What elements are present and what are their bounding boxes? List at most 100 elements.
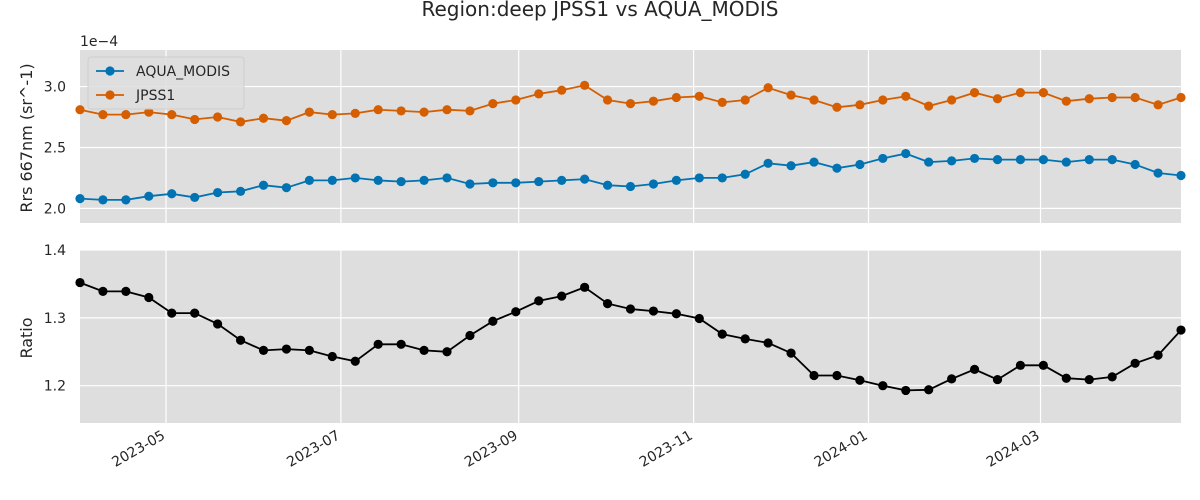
data-point xyxy=(327,175,337,185)
data-point xyxy=(602,95,613,105)
legend: AQUA_MODIS JPSS1 xyxy=(87,56,245,110)
data-point xyxy=(190,114,200,125)
data-point xyxy=(648,306,659,316)
legend-label: JPSS1 xyxy=(135,88,175,104)
rrs-panel: 2.0 2.5 3.0 xyxy=(44,50,1186,223)
data-point xyxy=(1061,157,1071,167)
data-point xyxy=(557,291,567,301)
data-point xyxy=(947,156,957,166)
data-point xyxy=(1015,88,1026,98)
data-point xyxy=(213,319,223,329)
data-point xyxy=(488,178,498,188)
data-point xyxy=(786,348,796,358)
data-point xyxy=(373,175,383,185)
data-point xyxy=(1084,155,1094,165)
data-point xyxy=(304,175,314,185)
data-point xyxy=(992,94,1003,104)
data-point xyxy=(602,298,613,309)
data-point xyxy=(534,176,544,187)
data-point xyxy=(1153,100,1163,110)
x-tick-label: 2023-11 xyxy=(637,428,696,471)
data-point xyxy=(947,374,957,384)
data-point xyxy=(924,385,934,395)
data-point xyxy=(1107,155,1117,165)
data-point xyxy=(327,109,337,120)
data-point xyxy=(1084,374,1094,385)
data-point xyxy=(304,107,314,117)
data-point xyxy=(878,153,888,164)
data-point xyxy=(740,95,750,105)
data-point xyxy=(763,83,773,93)
data-point xyxy=(98,195,108,205)
chart-title: Region:deep JPSS1 vs AQUA_MODIS xyxy=(422,0,779,21)
data-point xyxy=(488,316,498,326)
data-point xyxy=(98,109,108,120)
data-point xyxy=(992,374,1003,385)
data-point xyxy=(442,347,452,357)
data-point xyxy=(511,307,521,317)
data-point xyxy=(373,105,383,115)
data-point xyxy=(281,116,292,126)
data-point xyxy=(190,192,200,203)
data-point xyxy=(190,308,200,318)
y-tick-label: 1.3 xyxy=(44,311,66,327)
data-point xyxy=(373,339,383,349)
y-tick-label: 1.2 xyxy=(44,379,66,395)
data-point xyxy=(580,282,590,292)
data-point xyxy=(809,370,819,381)
data-point xyxy=(671,309,681,319)
ratio-panel: 1.2 1.3 1.4 xyxy=(44,243,1186,423)
data-point xyxy=(144,191,154,201)
data-point xyxy=(167,308,177,318)
x-tick-label: 2023-07 xyxy=(284,428,343,471)
data-point xyxy=(144,107,154,117)
data-point xyxy=(1061,373,1071,383)
x-tick-label: 2024-01 xyxy=(812,428,871,471)
data-point xyxy=(419,107,429,117)
data-point xyxy=(511,178,521,188)
data-point xyxy=(281,344,292,354)
data-point xyxy=(534,296,544,306)
data-point xyxy=(121,109,131,120)
data-point xyxy=(901,148,911,159)
data-point xyxy=(258,113,269,123)
data-point xyxy=(396,339,406,349)
x-tick-label: 2024-03 xyxy=(984,428,1043,471)
data-point xyxy=(901,91,911,101)
data-point xyxy=(75,105,85,115)
data-point xyxy=(465,179,475,189)
data-point xyxy=(144,292,154,303)
data-point xyxy=(557,175,567,185)
data-point xyxy=(1107,92,1117,103)
x-tick-label: 2023-05 xyxy=(109,428,168,471)
data-point xyxy=(258,180,269,190)
data-point xyxy=(511,95,521,105)
data-point xyxy=(969,364,980,375)
data-point xyxy=(809,95,819,105)
data-point xyxy=(763,338,773,348)
data-point xyxy=(786,90,796,100)
data-point xyxy=(557,85,567,95)
data-point xyxy=(1107,372,1117,382)
data-point xyxy=(901,385,911,396)
data-point xyxy=(235,186,246,196)
data-point xyxy=(1130,159,1140,170)
data-point xyxy=(1153,168,1163,178)
legend-marker xyxy=(105,66,115,76)
plot-background xyxy=(80,50,1181,223)
y-tick-label: 3.0 xyxy=(44,80,66,96)
data-point xyxy=(625,181,636,192)
data-point xyxy=(442,173,452,183)
data-point xyxy=(992,155,1003,165)
data-point xyxy=(602,180,613,190)
data-point xyxy=(167,109,177,120)
data-point xyxy=(580,174,590,184)
data-point xyxy=(1038,88,1048,98)
data-point xyxy=(694,91,704,101)
data-point xyxy=(1015,360,1026,370)
x-tick-label: 2023-09 xyxy=(462,428,521,471)
data-point xyxy=(855,100,865,110)
data-point xyxy=(924,157,934,167)
data-point xyxy=(75,277,85,288)
